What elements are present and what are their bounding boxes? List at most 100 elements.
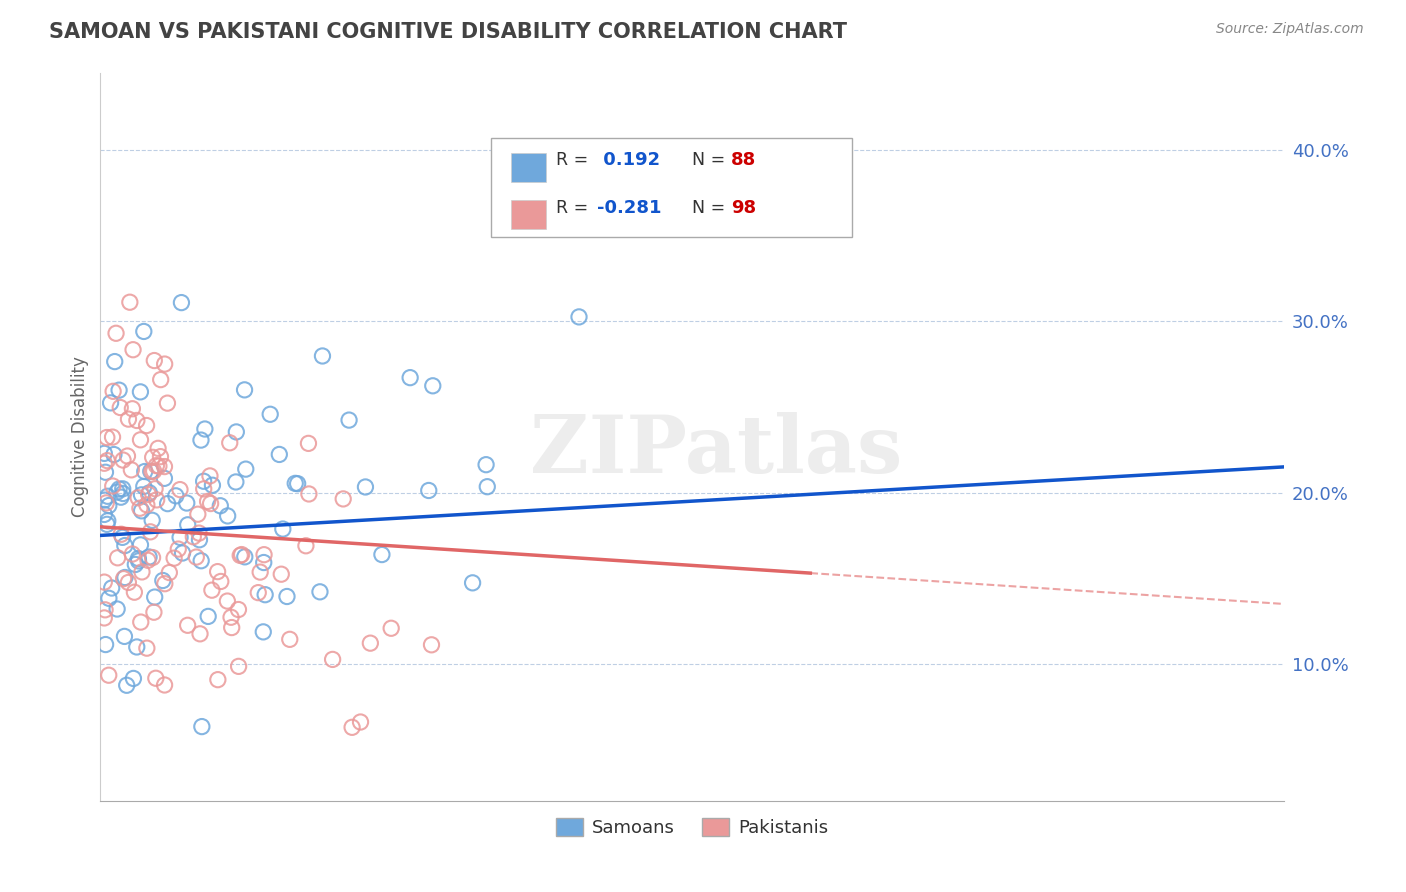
Point [188,627,211,641]
Point [129,433,152,447]
Point [218,435,240,450]
Point [138,487,160,501]
Point [138,549,160,564]
Point [110,401,132,415]
Point [139,464,162,478]
Point [193,475,215,489]
Point [132,479,155,493]
Point [131,504,153,518]
Point [475,458,498,472]
Point [110,490,132,504]
Point [117,412,139,426]
Point [270,567,292,582]
Point [153,471,176,485]
Point [129,384,152,399]
Point [207,565,229,579]
Point [197,609,219,624]
Point [122,672,145,686]
Point [228,659,250,673]
Point [278,632,301,647]
Point [97,489,120,503]
Point [141,513,163,527]
Point [153,576,176,591]
Text: R =: R = [555,199,593,217]
Point [254,588,277,602]
Point [94,638,117,652]
Point [149,450,172,464]
Point [156,497,179,511]
Point [142,450,165,465]
Point [93,611,115,625]
Point [233,383,256,397]
Point [131,565,153,579]
Point [297,436,319,450]
Y-axis label: Cognitive Disability: Cognitive Disability [72,357,89,517]
Point [97,499,120,513]
Point [94,465,117,479]
Point [143,353,166,368]
Point [101,479,124,493]
Text: SAMOAN VS PAKISTANI COGNITIVE DISABILITY CORRELATION CHART: SAMOAN VS PAKISTANI COGNITIVE DISABILITY… [49,22,848,42]
Point [93,493,115,508]
Point [193,482,215,496]
Point [124,558,146,572]
Point [114,570,136,584]
Point [209,499,232,513]
Point [111,530,134,544]
Point [136,553,159,567]
Point [252,624,274,639]
Point [295,539,318,553]
Point [134,465,156,479]
Point [132,325,155,339]
Point [181,530,204,544]
Point [101,430,124,444]
Point [120,463,142,477]
Point [259,407,281,421]
Point [100,396,122,410]
Point [97,668,120,682]
Point [146,442,169,456]
Point [110,527,132,541]
Point [176,496,198,510]
Point [108,482,131,496]
Point [167,542,190,557]
Point [207,673,229,687]
Point [115,678,138,692]
Point [194,422,217,436]
Point [117,575,139,590]
Point [93,508,115,522]
Point [198,469,221,483]
Point [163,551,186,566]
FancyBboxPatch shape [510,201,547,229]
Point [170,295,193,310]
Point [209,574,232,589]
Point [165,489,187,503]
Point [217,594,239,608]
Point [233,549,256,564]
Point [422,379,444,393]
Point [169,483,191,497]
Point [340,720,363,734]
Point [169,530,191,544]
Point [122,343,145,357]
Point [152,574,174,588]
Point [228,602,250,616]
Point [135,418,157,433]
Point [96,453,118,467]
Point [568,310,591,324]
Text: 98: 98 [731,199,756,217]
Point [225,475,247,489]
Point [105,326,128,341]
Point [201,478,224,492]
Point [349,714,371,729]
Point [104,354,127,368]
Point [253,556,276,570]
Point [94,603,117,617]
Point [311,349,333,363]
Point [188,526,211,541]
Point [359,636,381,650]
Point [276,590,298,604]
Text: ZIPatlas: ZIPatlas [530,412,901,491]
Point [156,396,179,410]
Point [322,652,344,666]
